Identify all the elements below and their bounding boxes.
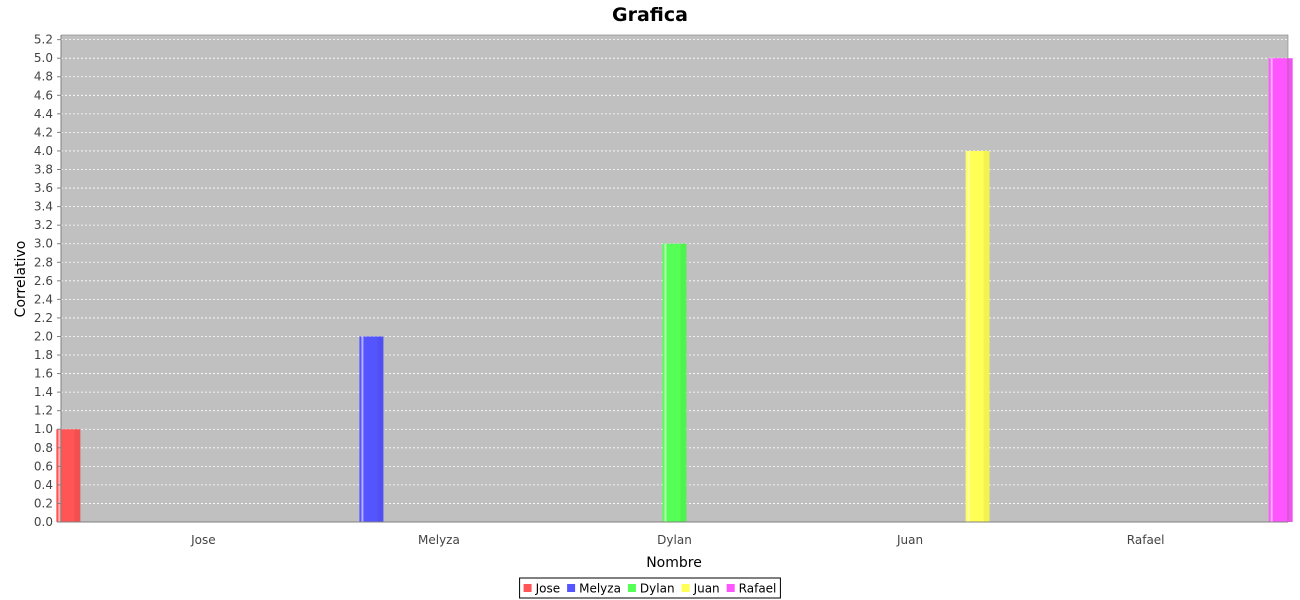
x-tick-label: Juan: [896, 533, 923, 547]
bar-shade: [74, 429, 81, 522]
bar: [1268, 58, 1293, 522]
y-tick-label: 5.2: [34, 33, 53, 47]
y-tick-label: 4.8: [34, 70, 53, 84]
y-tick-label: 1.8: [34, 348, 53, 362]
legend-item: Dylan: [627, 582, 675, 596]
y-tick-label: 0.0: [34, 515, 53, 529]
y-tick-label: 1.0: [34, 422, 53, 436]
legend-item: Juan: [681, 582, 720, 596]
x-tick-label: Jose: [190, 533, 216, 547]
legend-label: Jose: [535, 582, 561, 596]
y-tick-label: 4.0: [34, 144, 53, 158]
bar-shade: [377, 336, 384, 522]
y-tick-label: 0.6: [34, 459, 53, 473]
legend: Jose Melyza Dylan Juan Rafael: [519, 577, 781, 599]
y-axis-ticks: 0.0 0.2 0.4 0.6 0.8 1.0 1.2 1.4 1.6 1.8 2.0 2.2 2.4 2…: [34, 33, 61, 529]
legend-box: [519, 577, 781, 599]
y-tick-label: 2.0: [34, 329, 53, 343]
bar-highlight: [967, 150, 970, 522]
y-tick-label: 1.2: [34, 404, 53, 418]
x-tick-label: Rafael: [1127, 533, 1165, 547]
y-tick-label: 0.2: [34, 496, 53, 510]
y-tick-label: 0.4: [34, 478, 53, 492]
y-tick-label: 4.6: [34, 88, 53, 102]
x-tick-label: Dylan: [657, 533, 692, 547]
legend-swatch: [567, 584, 576, 592]
legend-swatch: [627, 584, 636, 592]
y-tick-label: 3.4: [34, 200, 53, 214]
bar: [965, 150, 990, 522]
chart-title: Grafica: [612, 4, 688, 26]
bars: [56, 58, 1293, 522]
legend-item: Melyza: [567, 582, 621, 596]
y-tick-label: 4.2: [34, 125, 53, 139]
axes: [60, 34, 1289, 523]
legend-item: Rafael: [726, 582, 777, 596]
bar: [56, 429, 81, 522]
y-tick-label: 3.6: [34, 181, 53, 195]
legend-label: Rafael: [739, 582, 777, 596]
bar-shade: [1286, 58, 1293, 522]
y-tick-label: 2.4: [34, 292, 53, 306]
x-axis-title: Nombre: [646, 555, 702, 571]
bar: [662, 243, 687, 522]
x-tick-label: Melyza: [418, 533, 460, 547]
y-tick-label: 2.8: [34, 255, 53, 269]
y-tick-label: 3.0: [34, 237, 53, 251]
y-tick-label: 1.4: [34, 385, 53, 399]
legend-item: Jose: [523, 582, 561, 596]
y-axis-title: Correlativo: [13, 241, 29, 318]
legend-swatch: [523, 584, 532, 592]
bar-highlight: [1270, 58, 1273, 522]
y-tick-label: 3.2: [34, 218, 53, 232]
y-tick-label: 2.2: [34, 311, 53, 325]
y-tick-label: 3.8: [34, 163, 53, 177]
y-tick-label: 2.6: [34, 274, 53, 288]
bar-highlight: [664, 243, 667, 522]
bar-shade: [983, 150, 990, 522]
plot-border: [60, 34, 1289, 523]
bar-highlight: [361, 336, 364, 522]
legend-swatch: [681, 584, 690, 592]
legend-swatch: [726, 584, 735, 592]
y-tick-label: 1.6: [34, 367, 53, 381]
bar: [359, 336, 384, 522]
y-tick-label: 5.0: [34, 51, 53, 65]
x-axis-ticks: Jose Melyza Dylan Juan Rafael: [190, 533, 1164, 547]
bar-highlight: [58, 429, 61, 522]
bar-shade: [680, 243, 687, 522]
y-tick-label: 0.8: [34, 441, 53, 455]
y-tick-label: 4.4: [34, 107, 53, 121]
legend-label: Melyza: [579, 582, 621, 596]
legend-label: Juan: [693, 582, 720, 596]
legend-label: Dylan: [640, 582, 675, 596]
